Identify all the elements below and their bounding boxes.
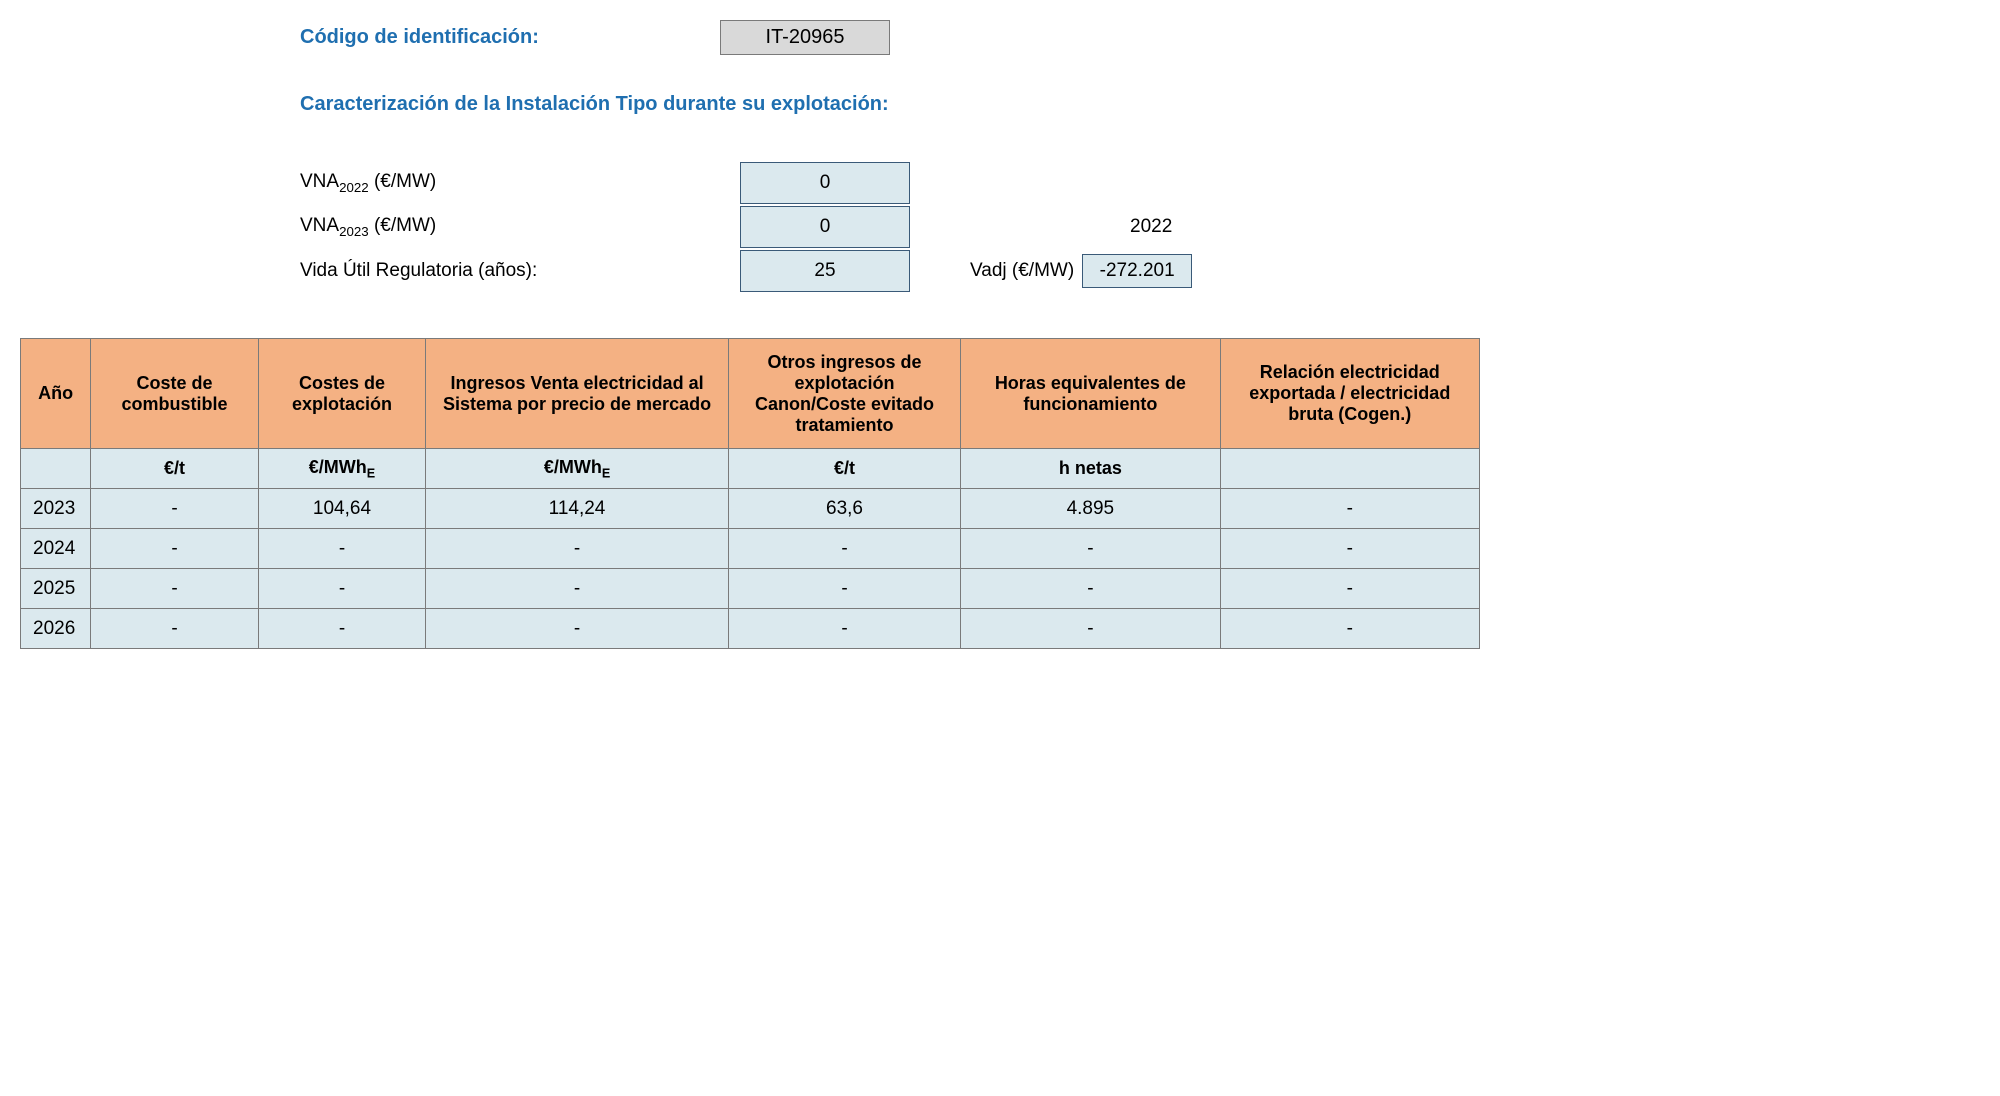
- header-combustible: Coste de combustible: [91, 339, 259, 449]
- document-container: Código de identificación: IT-20965 Carac…: [20, 20, 1480, 649]
- cell-ingresos: -: [426, 529, 729, 569]
- cell-explotacion: -: [258, 529, 426, 569]
- cell-relacion: -: [1220, 529, 1479, 569]
- unit-horas: h netas: [961, 449, 1220, 489]
- cell-horas: -: [961, 609, 1220, 649]
- header-horas: Horas equivalentes de funcionamiento: [961, 339, 1220, 449]
- unit-explotacion: €/MWhE: [258, 449, 426, 489]
- cell-horas: -: [961, 569, 1220, 609]
- vna2022-sub: 2022: [339, 180, 369, 195]
- units-row: €/t €/MWhE €/MWhE €/t h netas: [21, 449, 1480, 489]
- vna2022-prefix: VNA: [300, 171, 339, 192]
- vna2022-value: 0: [740, 162, 910, 204]
- cell-explotacion: -: [258, 609, 426, 649]
- vna2022-label: VNA2022 (€/MW): [300, 171, 740, 195]
- table-row: 2023 - 104,64 114,24 63,6 4.895 -: [21, 489, 1480, 529]
- unit-ingresos-sub: E: [602, 466, 610, 480]
- cell-explotacion: 104,64: [258, 489, 426, 529]
- vna2023-value: 0: [740, 206, 910, 248]
- header-relacion: Relación electricidad exportada / electr…: [1220, 339, 1479, 449]
- vna2022-suffix: (€/MW): [369, 171, 437, 192]
- vna2023-suffix: (€/MW): [369, 215, 437, 236]
- table-row: 2026 - - - - - -: [21, 609, 1480, 649]
- cell-relacion: -: [1220, 609, 1479, 649]
- cell-ano: 2023: [21, 489, 91, 529]
- cell-otros: -: [728, 529, 960, 569]
- vna2023-prefix: VNA: [300, 215, 339, 236]
- header-section: Código de identificación: IT-20965 Carac…: [300, 20, 1480, 116]
- unit-ingresos: €/MWhE: [426, 449, 729, 489]
- id-row: Código de identificación: IT-20965: [300, 20, 1480, 55]
- year-right-group: 2022: [970, 216, 1172, 238]
- cell-ingresos: 114,24: [426, 489, 729, 529]
- cell-combustible: -: [91, 609, 259, 649]
- cell-otros: -: [728, 569, 960, 609]
- header-explotacion: Costes de explotación: [258, 339, 426, 449]
- header-row: Año Coste de combustible Costes de explo…: [21, 339, 1480, 449]
- vadj-group: Vadj (€/MW) -272.201: [970, 254, 1192, 288]
- vida-label: Vida Útil Regulatoria (años):: [300, 260, 740, 282]
- unit-otros: €/t: [728, 449, 960, 489]
- cell-relacion: -: [1220, 569, 1479, 609]
- cell-horas: -: [961, 529, 1220, 569]
- param-row-vida: Vida Útil Regulatoria (años): 25 Vadj (€…: [300, 249, 1480, 293]
- vida-value: 25: [740, 250, 910, 292]
- vadj-label: Vadj (€/MW): [970, 260, 1074, 282]
- cell-otros: -: [728, 609, 960, 649]
- header-ingresos: Ingresos Venta electricidad al Sistema p…: [426, 339, 729, 449]
- cell-combustible: -: [91, 529, 259, 569]
- unit-ingresos-prefix: €/MWh: [544, 457, 602, 477]
- table-head: Año Coste de combustible Costes de explo…: [21, 339, 1480, 449]
- table-row: 2025 - - - - - -: [21, 569, 1480, 609]
- cell-explotacion: -: [258, 569, 426, 609]
- id-value-box: IT-20965: [720, 20, 890, 55]
- cell-combustible: -: [91, 569, 259, 609]
- section-title: Caracterización de la Instalación Tipo d…: [300, 93, 1480, 116]
- unit-ano: [21, 449, 91, 489]
- cell-combustible: -: [91, 489, 259, 529]
- data-table: Año Coste de combustible Costes de explo…: [20, 338, 1480, 649]
- cell-ano: 2025: [21, 569, 91, 609]
- unit-explotacion-prefix: €/MWh: [309, 457, 367, 477]
- header-otros: Otros ingresos de explotación Canon/Cost…: [728, 339, 960, 449]
- vna2023-sub: 2023: [339, 224, 369, 239]
- cell-otros: 63,6: [728, 489, 960, 529]
- cell-horas: 4.895: [961, 489, 1220, 529]
- year-right: 2022: [1130, 216, 1172, 238]
- param-row-vna2023: VNA2023 (€/MW) 0 2022: [300, 205, 1480, 249]
- table-body: €/t €/MWhE €/MWhE €/t h netas 2023 - 104…: [21, 449, 1480, 649]
- params-section: VNA2022 (€/MW) 0 VNA2023 (€/MW) 0 2022 V…: [300, 161, 1480, 293]
- id-label: Código de identificación:: [300, 26, 720, 49]
- vadj-value: -272.201: [1082, 254, 1192, 288]
- cell-ingresos: -: [426, 569, 729, 609]
- unit-combustible: €/t: [91, 449, 259, 489]
- cell-ano: 2026: [21, 609, 91, 649]
- cell-relacion: -: [1220, 489, 1479, 529]
- vna2023-label: VNA2023 (€/MW): [300, 215, 740, 239]
- header-ano: Año: [21, 339, 91, 449]
- unit-relacion: [1220, 449, 1479, 489]
- unit-explotacion-sub: E: [367, 466, 375, 480]
- cell-ano: 2024: [21, 529, 91, 569]
- cell-ingresos: -: [426, 609, 729, 649]
- table-row: 2024 - - - - - -: [21, 529, 1480, 569]
- param-row-vna2022: VNA2022 (€/MW) 0: [300, 161, 1480, 205]
